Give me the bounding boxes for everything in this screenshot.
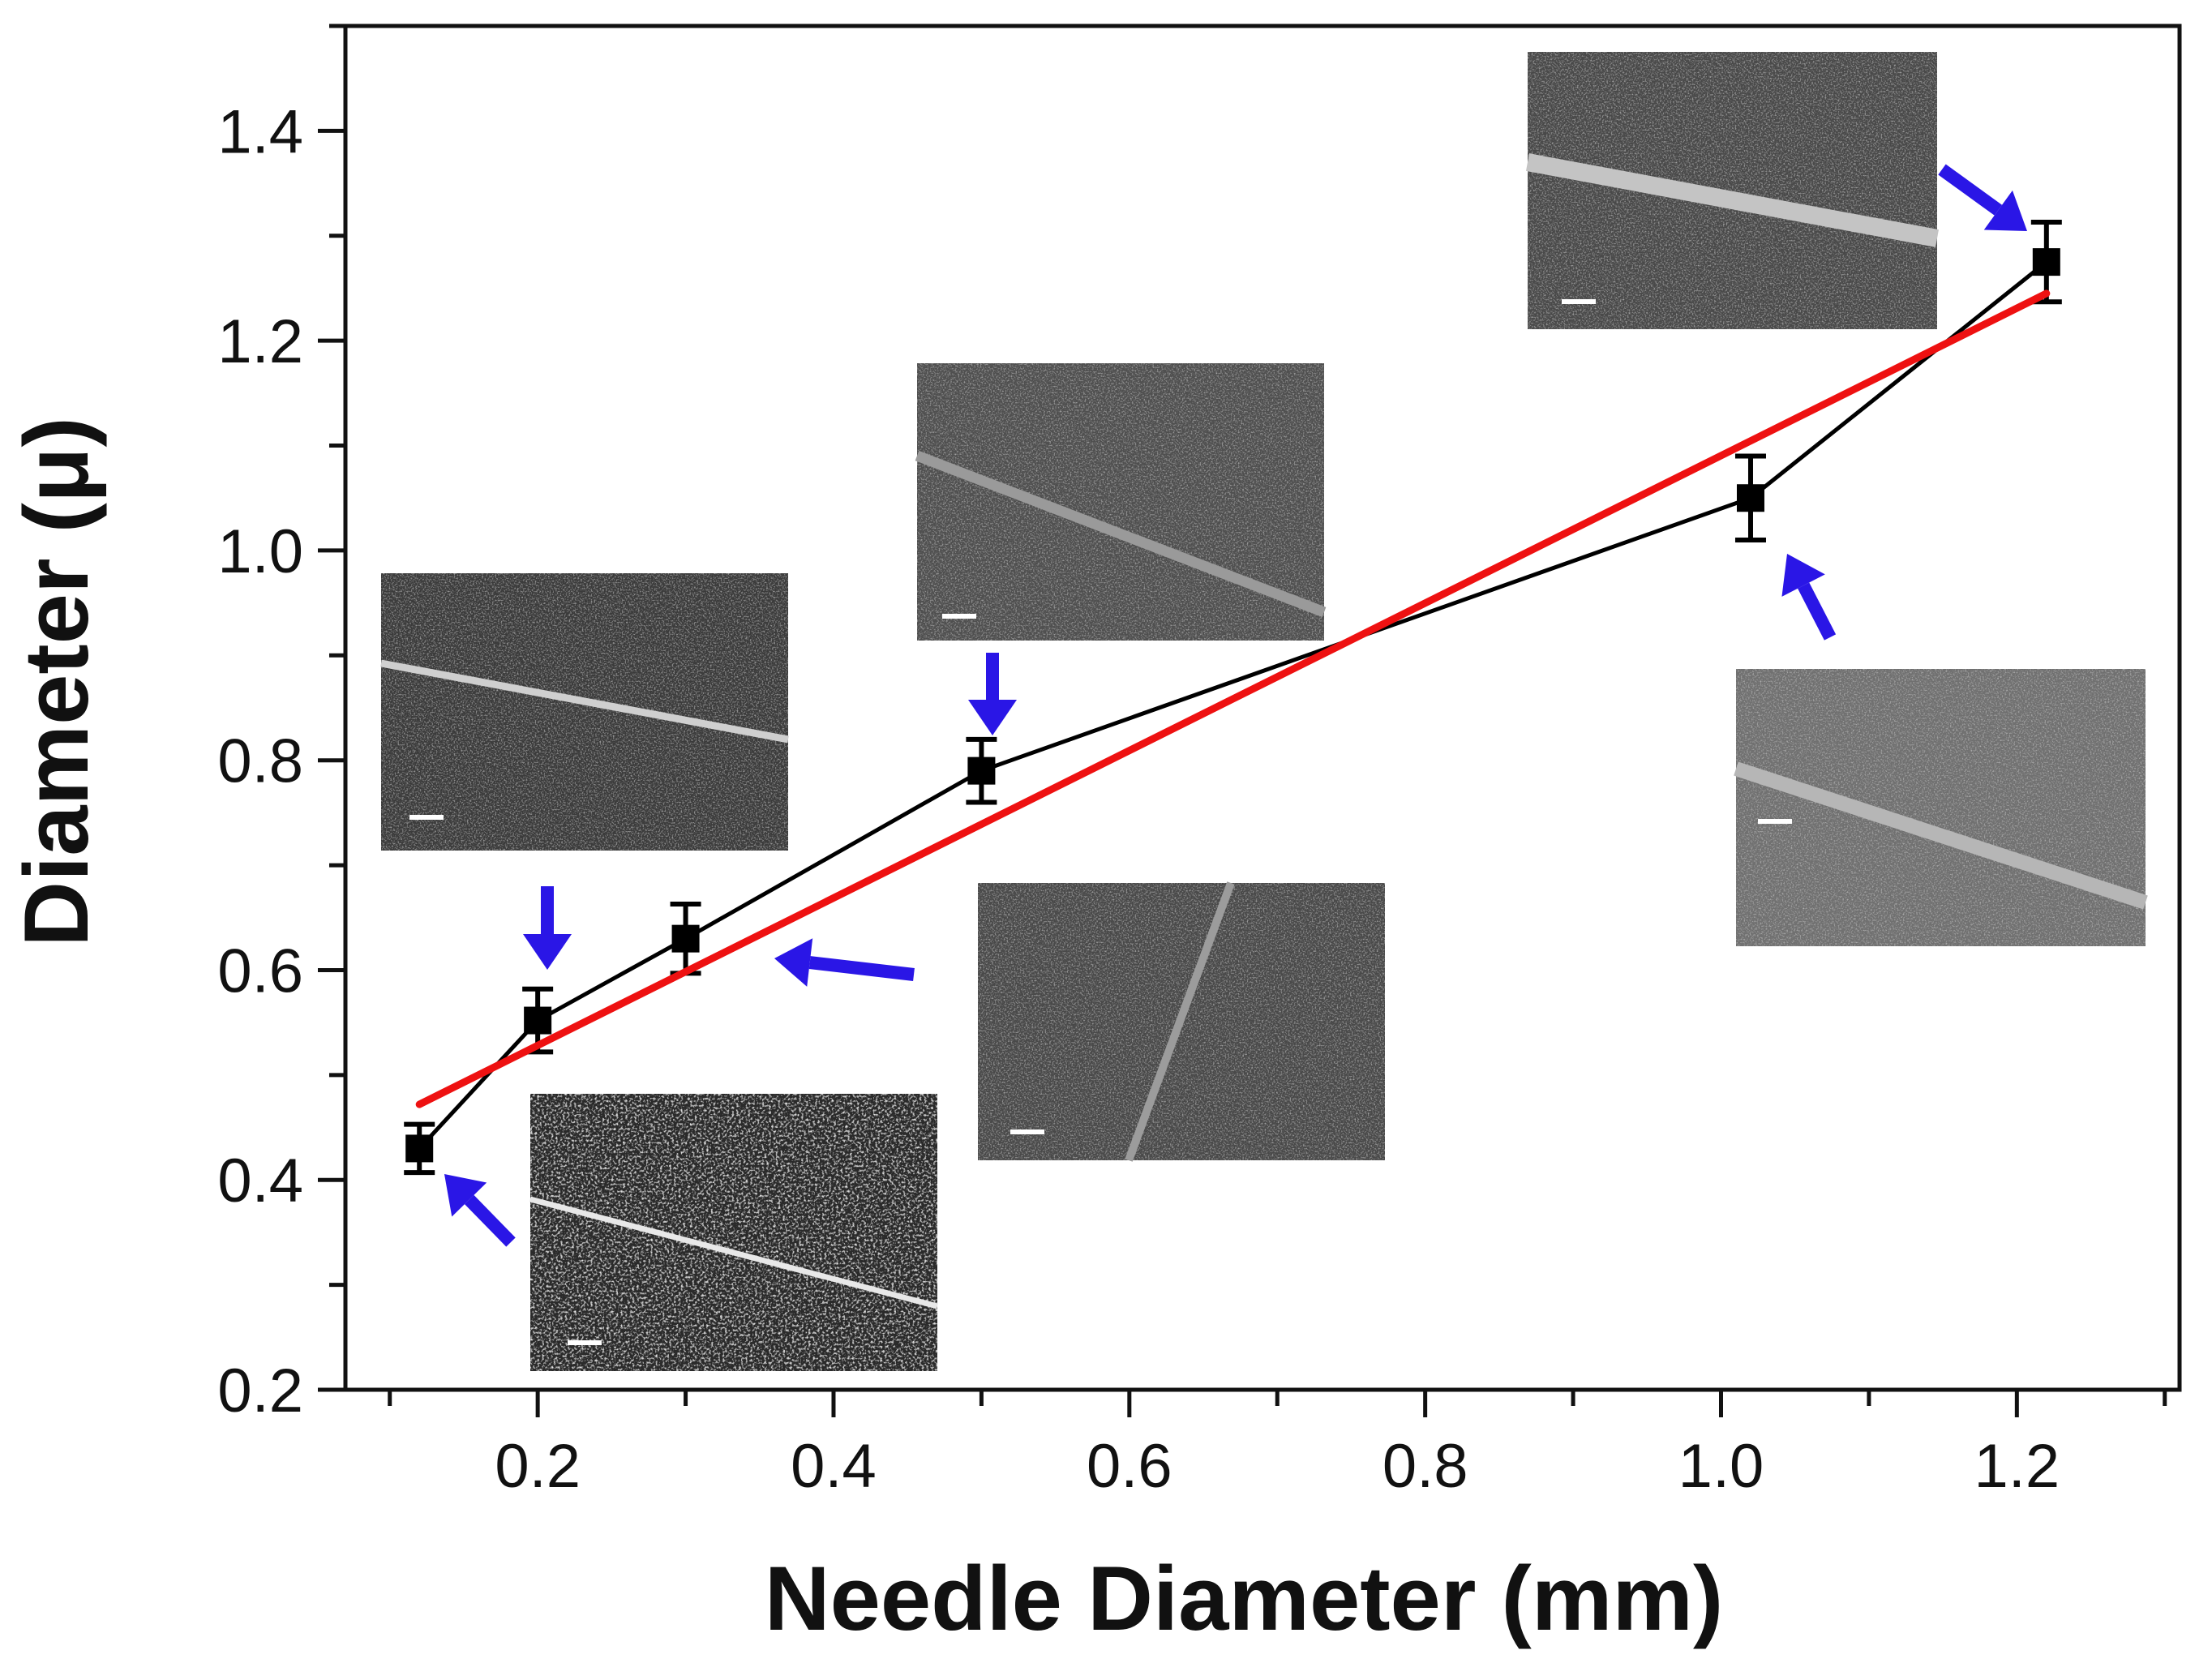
x-tick-label: 0.8 — [1382, 1432, 1468, 1501]
y-tick-label: 0.2 — [217, 1357, 303, 1425]
inset-background — [381, 573, 788, 851]
inset-fiber — [915, 450, 1327, 618]
x-axis-title: Needle Diameter (mm) — [765, 1548, 1724, 1649]
sem-image-0.12mm — [529, 1094, 938, 1371]
annotation-arrow-icon — [1938, 164, 2027, 231]
data-point — [671, 924, 700, 953]
data-point — [405, 1134, 434, 1163]
annotation-arrow-icon — [1781, 554, 1837, 641]
y-tick-label: 1.0 — [217, 517, 303, 586]
arrow-head — [523, 934, 572, 970]
arrow-head — [1983, 190, 2027, 231]
data-series — [404, 219, 2062, 1176]
x-tick-label: 0.4 — [791, 1432, 877, 1501]
y-tick-label: 0.8 — [217, 727, 303, 796]
axis-ticks — [318, 24, 2167, 1417]
y-tick-label: 1.2 — [217, 307, 303, 376]
y-axis-title: Diameter (μ) — [6, 417, 107, 947]
annotation-arrow-icon — [444, 1174, 516, 1247]
inset-fiber — [1525, 153, 1940, 247]
axis-tick-labels: 0.2 0.4 0.6 0.8 1.0 1.2 0.2 0.4 0.6 0.8 1.0 1.2 1.4 — [217, 97, 2060, 1501]
inset-background — [1528, 52, 1937, 329]
sem-image-0.5mm — [915, 363, 1327, 641]
arrow-head — [774, 938, 813, 987]
sem-image-1.02mm — [1734, 669, 2148, 946]
inset-background — [530, 1094, 937, 1371]
inset-fiber — [1734, 761, 2148, 910]
inset-background — [1736, 669, 2146, 946]
data-point — [1736, 484, 1764, 512]
arrow-shaft — [1798, 582, 1837, 641]
y-tick-label: 0.6 — [217, 937, 303, 1005]
data-point — [524, 1006, 552, 1035]
arrow-shaft — [1938, 164, 2003, 216]
y-tick-label: 1.4 — [217, 97, 303, 166]
data-point — [967, 756, 996, 785]
annotation-arrow-icon — [523, 886, 572, 970]
x-tick-label: 0.6 — [1087, 1432, 1172, 1501]
inset-fiber — [380, 659, 789, 744]
annotation-arrow-icon — [774, 938, 915, 987]
x-tick-label: 1.2 — [1974, 1432, 2060, 1501]
x-tick-label: 0.2 — [495, 1432, 581, 1501]
arrow-head — [444, 1174, 487, 1217]
sem-insets — [380, 52, 2148, 1371]
arrow-head — [1781, 554, 1825, 597]
y-tick-label: 0.4 — [217, 1147, 303, 1215]
arrow-head — [968, 700, 1017, 735]
linear-fit-line — [415, 289, 2051, 1108]
inset-fiber — [1125, 881, 1235, 1162]
sem-image-0.3mm — [978, 881, 1385, 1162]
x-tick-label: 1.0 — [1678, 1432, 1764, 1501]
arrow-shaft — [465, 1194, 516, 1247]
arrow-shaft — [808, 956, 915, 981]
measured-series-line — [418, 260, 2048, 1151]
inset-background — [917, 363, 1324, 641]
sem-image-1.22mm — [1525, 52, 1940, 329]
sem-image-0.2mm — [380, 573, 789, 851]
inset-fiber — [529, 1196, 938, 1309]
annotation-arrow-icon — [968, 653, 1017, 735]
annotation-arrows — [444, 164, 2027, 1247]
data-point — [2032, 248, 2060, 276]
